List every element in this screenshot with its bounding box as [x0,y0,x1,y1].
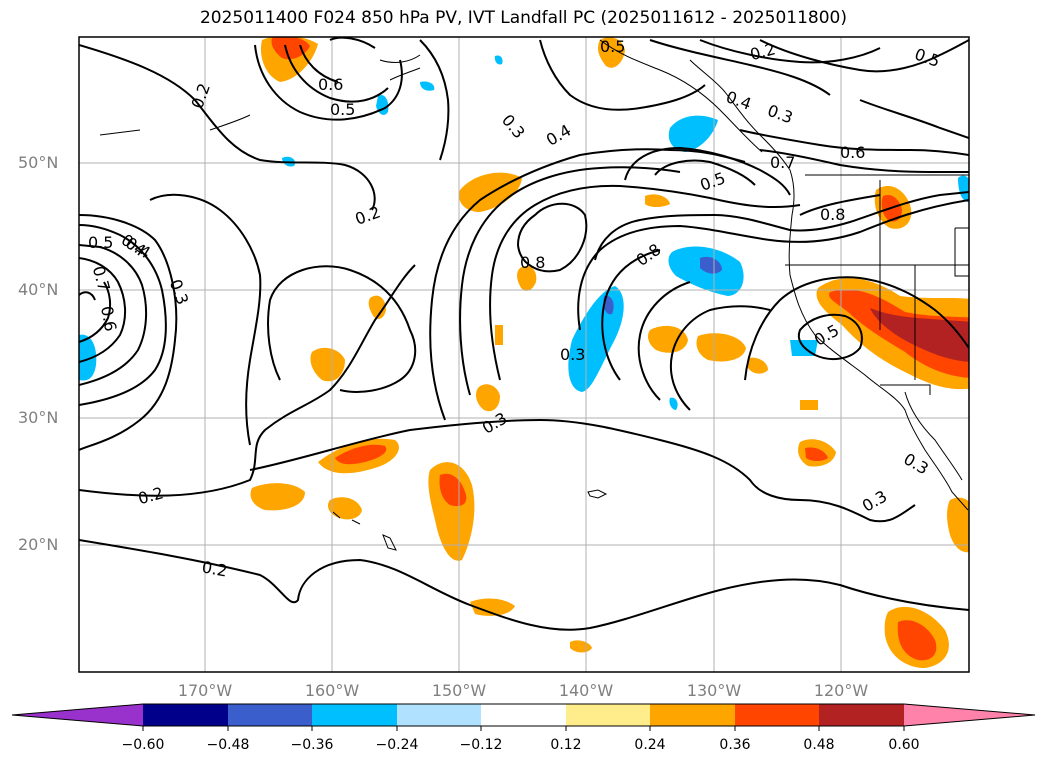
lon-label-120w: 120°W [813,681,869,700]
graticule [79,37,969,672]
colorbar-segment [312,704,397,726]
coastlines [99,39,969,551]
colorbar-tick: −0.36 [290,737,334,753]
colorbar-tick: 0.12 [550,737,582,753]
lon-label-170w: 170°W [177,681,233,700]
lat-label-30n: 30°N [18,408,59,427]
colorbar-tick: −0.60 [121,737,165,753]
colorbar-tick: 0.60 [888,737,920,753]
colorbar-segment [566,704,650,726]
map-title: 2025011400 F024 850 hPa PV, IVT Landfall… [199,8,847,28]
lon-label-140w: 140°W [558,681,614,700]
contour-label: 0.2 [200,557,228,580]
colorbar-segment [481,704,566,726]
contour-label: 0.6 [840,143,865,162]
colorbar-segment [650,704,735,726]
contour-label: 0.5 [330,100,355,119]
colorbar-segment [397,704,481,726]
pv-contours [79,37,969,631]
colorbar-segment [819,704,904,726]
colorbar-tick: −0.24 [375,737,419,753]
colorbar-tick: −0.48 [206,737,250,753]
lon-label-160w: 160°W [304,681,360,700]
contour-label: 0.5 [600,37,625,56]
contour-label: 0.8 [520,253,545,272]
colorbar-segment [904,704,1035,726]
colorbar-tick: 0.24 [634,737,666,753]
lat-label-40n: 40°N [18,280,59,299]
lon-label-130w: 130°W [686,681,742,700]
colorbar-segment [12,704,143,726]
plot-frame [78,36,970,673]
contour-label: 0.5 [88,233,113,252]
colorbar [11,703,1036,731]
contour-label: 0.7 [770,153,795,172]
colorbar-segment [143,704,228,726]
contour-label: 0.8 [820,205,845,224]
colorbar-segment [228,704,312,726]
colorbar-tick: 0.48 [803,737,835,753]
lon-label-150w: 150°W [431,681,487,700]
colorbar-segment [735,704,819,726]
colorbar-tick: 0.36 [719,737,751,753]
lat-label-50n: 50°N [18,153,59,172]
colorbar-tick: −0.12 [459,737,503,753]
lat-label-20n: 20°N [18,535,59,554]
contour-label: 0.6 [97,305,120,333]
contour-label: 0.6 [318,75,343,94]
map-plot-area [79,37,969,672]
contour-label: 0.3 [560,345,585,364]
